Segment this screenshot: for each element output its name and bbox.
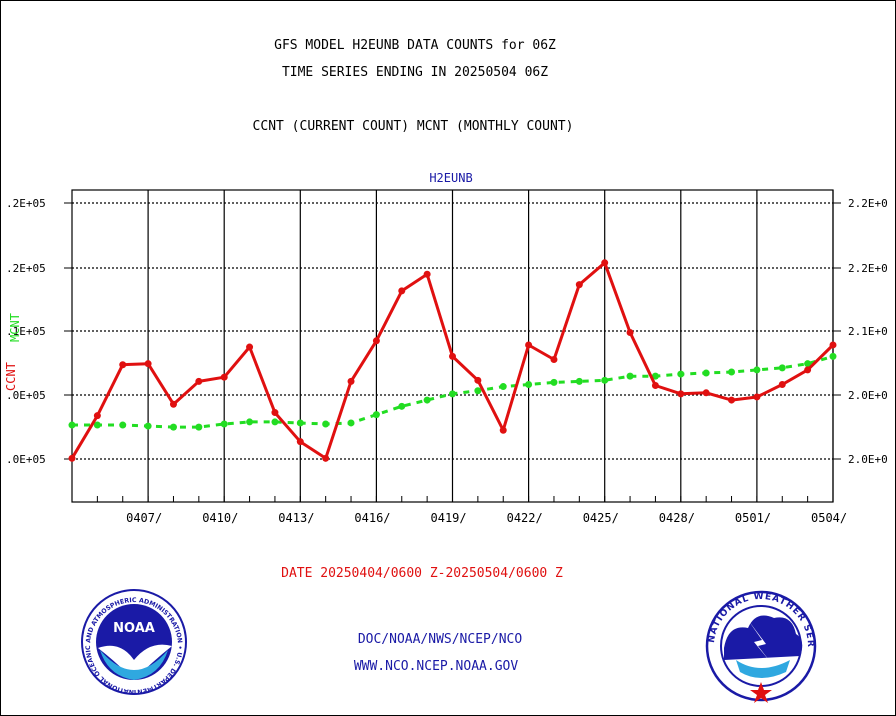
data-point-ccnt	[119, 361, 127, 369]
y-tick-label-left: .1E+05	[6, 325, 46, 338]
x-tick-label: 0416/	[354, 511, 390, 525]
data-point-ccnt	[449, 352, 456, 360]
data-point-ccnt	[423, 270, 431, 278]
x-tick-label: 0425/	[583, 511, 619, 525]
data-point-mcnt	[68, 421, 76, 429]
x-tick-label: 0501/	[735, 511, 771, 525]
y-tick-label-right: 2.0E+0	[848, 389, 888, 402]
data-point-ccnt	[601, 259, 609, 267]
data-point-mcnt	[93, 421, 101, 429]
data-point-mcnt	[195, 423, 203, 431]
data-point-ccnt	[626, 328, 634, 336]
x-tick-label: 0407/	[126, 511, 162, 525]
data-point-ccnt	[398, 287, 406, 295]
data-point-mcnt	[398, 402, 406, 410]
x-tick-label: 0422/	[507, 511, 543, 525]
data-point-ccnt	[246, 343, 254, 351]
data-point-ccnt	[169, 400, 177, 408]
chart-title-line2: TIME SERIES ENDING IN 20250504 06Z	[281, 65, 549, 80]
x-tick-label: 0413/	[278, 511, 314, 525]
data-point-ccnt	[778, 380, 786, 388]
data-point-mcnt	[499, 383, 507, 391]
data-point-mcnt	[296, 419, 304, 427]
data-point-ccnt	[753, 393, 761, 401]
data-point-mcnt	[423, 396, 431, 404]
chart-tick-labels: .2E+05 2.2E+0 .2E+05 2.2E+0 .1E+05 2.1E+0 .0E+…	[6, 197, 888, 525]
data-point-ccnt	[195, 377, 203, 385]
x-tick-label: 0504/	[811, 511, 847, 525]
data-point-ccnt	[499, 426, 507, 434]
y-tick-label-left: .2E+05	[6, 197, 46, 210]
x-tick-label: 0410/	[202, 511, 238, 525]
data-point-ccnt	[372, 337, 380, 345]
chart-series	[68, 259, 837, 462]
nco-doc-link[interactable]: DOC/NOAA/NWS/NCEP/NCO	[357, 632, 523, 647]
data-point-mcnt	[347, 419, 355, 427]
y-tick-label-right: 2.2E+0	[848, 197, 888, 210]
y-tick-label-right: 2.0E+0	[848, 453, 888, 466]
data-point-mcnt	[169, 423, 177, 431]
data-point-mcnt	[702, 369, 710, 377]
data-point-mcnt	[728, 368, 736, 376]
data-point-mcnt	[626, 372, 634, 380]
data-point-mcnt	[246, 418, 254, 426]
x-tick-label: 0428/	[659, 511, 695, 525]
data-point-ccnt	[220, 373, 228, 381]
data-point-mcnt	[119, 421, 127, 429]
data-point-ccnt	[804, 366, 812, 374]
data-point-ccnt	[728, 396, 736, 404]
data-point-ccnt	[550, 356, 558, 364]
data-point-mcnt	[144, 422, 152, 430]
y-tick-label-right: 2.2E+0	[848, 262, 888, 275]
plot-title: H2EUNB	[429, 171, 473, 185]
data-point-mcnt	[474, 387, 482, 395]
data-point-ccnt	[271, 409, 279, 417]
data-point-mcnt	[271, 418, 279, 426]
data-point-mcnt	[525, 380, 533, 388]
chart-title-line1: GFS MODEL H2EUNB DATA COUNTS for 06Z	[274, 38, 556, 53]
data-point-mcnt	[220, 420, 228, 428]
y-tick-label-left: .2E+05	[6, 262, 46, 275]
chart-subtitle: CCNT (CURRENT COUNT) MCNT (MONTHLY COUNT…	[252, 119, 574, 134]
data-point-ccnt	[347, 377, 355, 385]
date-range-label: DATE 20250404/0600 Z-20250504/0600 Z	[281, 566, 563, 581]
data-point-mcnt	[550, 378, 558, 386]
data-point-ccnt	[93, 412, 101, 420]
data-point-mcnt	[651, 372, 659, 380]
y-tick-label-left: .0E+05	[6, 389, 46, 402]
data-point-mcnt	[677, 370, 685, 378]
data-point-ccnt	[474, 376, 482, 384]
data-point-mcnt	[829, 352, 837, 360]
data-point-ccnt	[702, 389, 710, 397]
y-tick-label-right: 2.1E+0	[848, 325, 888, 338]
data-point-mcnt	[575, 377, 583, 385]
data-point-ccnt	[829, 341, 837, 349]
data-point-mcnt	[753, 366, 761, 374]
data-point-ccnt	[144, 360, 152, 368]
y-tick-label-left: .0E+05	[6, 453, 46, 466]
data-point-ccnt	[322, 454, 330, 462]
data-point-ccnt	[651, 382, 659, 390]
data-point-ccnt	[575, 281, 583, 289]
data-point-ccnt	[525, 341, 533, 349]
x-tick-label: 0419/	[431, 511, 467, 525]
data-point-mcnt	[449, 390, 456, 398]
y-axis-label-ccnt: CCNT	[4, 362, 18, 391]
data-point-ccnt	[296, 438, 304, 446]
chart-grid	[64, 189, 841, 503]
data-point-mcnt	[601, 376, 609, 384]
data-point-mcnt	[322, 420, 330, 428]
data-point-mcnt	[778, 364, 786, 372]
y-axis-label-mcnt: MCNT	[8, 313, 22, 342]
nco-website-link[interactable]: WWW.NCO.NCEP.NOAA.GOV	[353, 659, 519, 674]
data-point-ccnt	[677, 390, 685, 398]
data-point-mcnt	[804, 360, 812, 368]
data-point-mcnt	[372, 411, 380, 419]
data-point-ccnt	[68, 454, 76, 462]
